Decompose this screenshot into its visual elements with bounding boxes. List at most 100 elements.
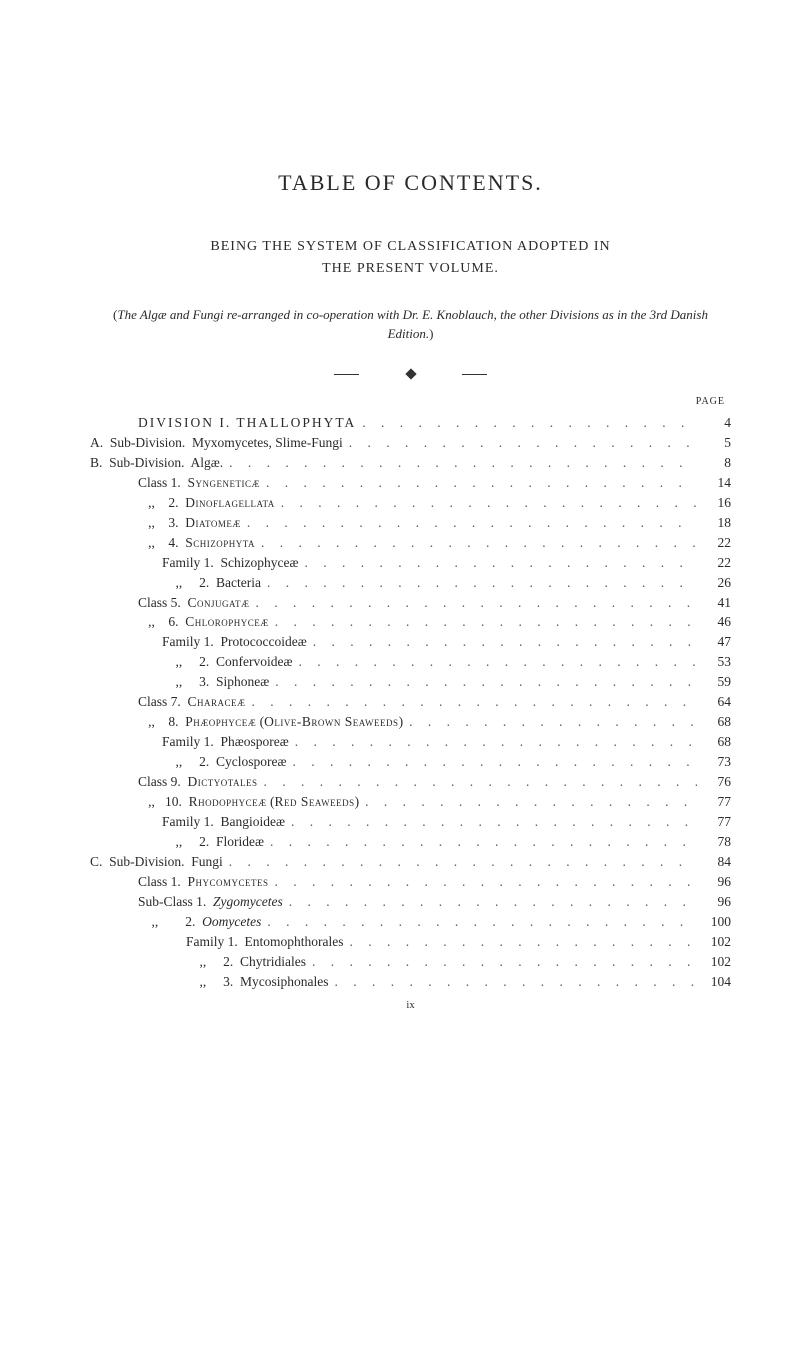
toc-label: B. Sub-Division. Algæ. — [90, 453, 223, 473]
leader-dots — [269, 872, 697, 892]
toc-row: B. Sub-Division. Algæ. 8 — [90, 453, 731, 473]
toc-page: 14 — [697, 473, 731, 493]
toc-label: ,, 3. Diatomeæ — [138, 513, 241, 533]
leader-dots — [298, 553, 697, 573]
toc-page: 53 — [697, 652, 731, 672]
leader-dots — [283, 892, 697, 912]
page-column-label: PAGE — [90, 396, 731, 407]
toc-row: Family 1. Bangioideæ 77 — [90, 812, 731, 832]
toc-row: ,, 2. Confervoideæ 53 — [90, 652, 731, 672]
toc-row: ,, 2. Florideæ 78 — [90, 832, 731, 852]
leader-dots — [306, 952, 697, 972]
paren-italic-1: The Algæ and Fungi re-arranged in co-ope… — [117, 307, 493, 322]
paren-close: ) — [429, 326, 433, 341]
leader-dots — [261, 912, 697, 932]
toc-label: ,, 2. Dinoflagellata — [138, 493, 275, 513]
toc-label: ,, 2. Confervoideæ — [162, 652, 293, 672]
toc-row: Class 7. Characeæ 64 — [90, 692, 731, 712]
toc-label: ,, 2. Florideæ — [162, 832, 264, 852]
leader-dots — [258, 772, 697, 792]
toc-page: 8 — [697, 453, 731, 473]
toc-page: 76 — [697, 772, 731, 792]
toc-label: Family 1. Phæosporeæ — [162, 732, 289, 752]
toc-page: 16 — [697, 493, 731, 513]
toc-page: 22 — [697, 553, 731, 573]
leader-dots — [343, 433, 697, 453]
toc-page: 77 — [697, 812, 731, 832]
leader-dots — [223, 852, 697, 872]
toc-label: ,, 2. Bacteria — [162, 573, 261, 593]
toc-row: A. Sub-Division. Myxomycetes, Slime-Fung… — [90, 433, 731, 453]
toc-page: 68 — [697, 732, 731, 752]
subtitle-line-1: BEING THE SYSTEM OF CLASSIFICATION ADOPT… — [210, 239, 610, 254]
toc-row: Class 1. Syngeneticæ 14 — [90, 473, 731, 493]
toc-page: 96 — [697, 892, 731, 912]
toc-row: ,, 8. Phæophyceæ (Olive-Brown Seaweeds) 6… — [90, 712, 731, 732]
toc-page: 73 — [697, 752, 731, 772]
leader-dots — [293, 652, 698, 672]
toc-label: ,, 8. Phæophyceæ (Olive-Brown Seaweeds) — [138, 712, 403, 732]
toc-page: 18 — [697, 513, 731, 533]
toc-row: Family 1. Entomophthorales 102 — [90, 932, 731, 952]
leader-dots — [287, 752, 698, 772]
subtitle-line-2: THE PRESENT VOLUME. — [322, 261, 499, 276]
page-number-roman: ix — [90, 1000, 731, 1011]
toc-page: 96 — [697, 872, 731, 892]
toc-page: 47 — [697, 632, 731, 652]
toc-page: 59 — [697, 672, 731, 692]
toc-row: ,, 10. Rhodophyceæ (Red Seaweeds)77 — [90, 792, 731, 812]
leader-dots — [356, 413, 697, 433]
toc-row: Class 1. Phycomycetes96 — [90, 872, 731, 892]
leader-dots — [403, 712, 697, 732]
toc-row: ,, 4. Schizophyta22 — [90, 533, 731, 553]
toc-label: Class 5. Conjugatæ — [138, 593, 250, 613]
toc-page: 84 — [697, 852, 731, 872]
toc-page: 64 — [697, 692, 731, 712]
leader-dots — [264, 832, 697, 852]
toc-page: 5 — [697, 433, 731, 453]
toc-row: Family 1. Phæosporeæ 68 — [90, 732, 731, 752]
toc-label: Family 1. Entomophthorales — [186, 932, 344, 952]
toc-label: Sub-Class 1. Zygomycetes — [138, 892, 283, 912]
division-page: 4 — [697, 413, 731, 433]
leader-dots — [223, 453, 697, 473]
toc-label: A. Sub-Division. Myxomycetes, Slime-Fung… — [90, 433, 343, 453]
leader-dots — [260, 473, 697, 493]
leader-dots — [344, 932, 698, 952]
leader-dots — [285, 812, 697, 832]
toc-label: Family 1. Bangioideæ — [162, 812, 285, 832]
toc-label: Class 9. Dictyotales — [138, 772, 258, 792]
toc-row: ,, 3. Diatomeæ 18 — [90, 513, 731, 533]
toc-label: Class 1. Syngeneticæ — [138, 473, 260, 493]
toc-page: 102 — [697, 932, 731, 952]
toc-label: ,, 3. Siphoneæ — [162, 672, 269, 692]
toc-page: 41 — [697, 593, 731, 613]
toc-row: Sub-Class 1. Zygomycetes 96 — [90, 892, 731, 912]
toc-entries-container: A. Sub-Division. Myxomycetes, Slime-Fung… — [90, 433, 731, 992]
leader-dots — [307, 632, 697, 652]
toc-row: Family 1. Protococcoideæ47 — [90, 632, 731, 652]
toc-label: C. Sub-Division. Fungi — [90, 852, 223, 872]
toc-page: 78 — [697, 832, 731, 852]
toc-page: 100 — [697, 912, 731, 932]
toc-label: ,, 2. Cyclosporeæ — [162, 752, 287, 772]
leader-dots — [261, 573, 697, 593]
toc-label: Class 7. Characeæ — [138, 692, 246, 712]
toc-label: ,, 6. Chlorophyceæ — [138, 612, 269, 632]
leader-dots — [269, 672, 697, 692]
toc-row: ,, 2. Dinoflagellata 16 — [90, 493, 731, 513]
parenthetical-note: (The Algæ and Fungi re-arranged in co-op… — [90, 305, 731, 344]
toc-page: 68 — [697, 712, 731, 732]
leader-dots — [359, 792, 697, 812]
toc-label: ,, 3. Mycosiphonales — [186, 972, 329, 992]
leader-dots — [275, 493, 697, 513]
toc-row: ,, 3. Mycosiphonales104 — [90, 972, 731, 992]
toc-row: ,, 2. Oomycetes100 — [90, 912, 731, 932]
toc-row: ,, 2. Cyclosporeæ 73 — [90, 752, 731, 772]
toc-row: Class 9. Dictyotales 76 — [90, 772, 731, 792]
leader-dots — [250, 593, 697, 613]
divider-ornament — [90, 368, 731, 380]
toc-page: 26 — [697, 573, 731, 593]
table-of-contents: DIVISION I. THALLOPHYTA 4 A. Sub-Divisio… — [90, 413, 731, 992]
page-title: TABLE OF CONTENTS. — [90, 170, 731, 196]
